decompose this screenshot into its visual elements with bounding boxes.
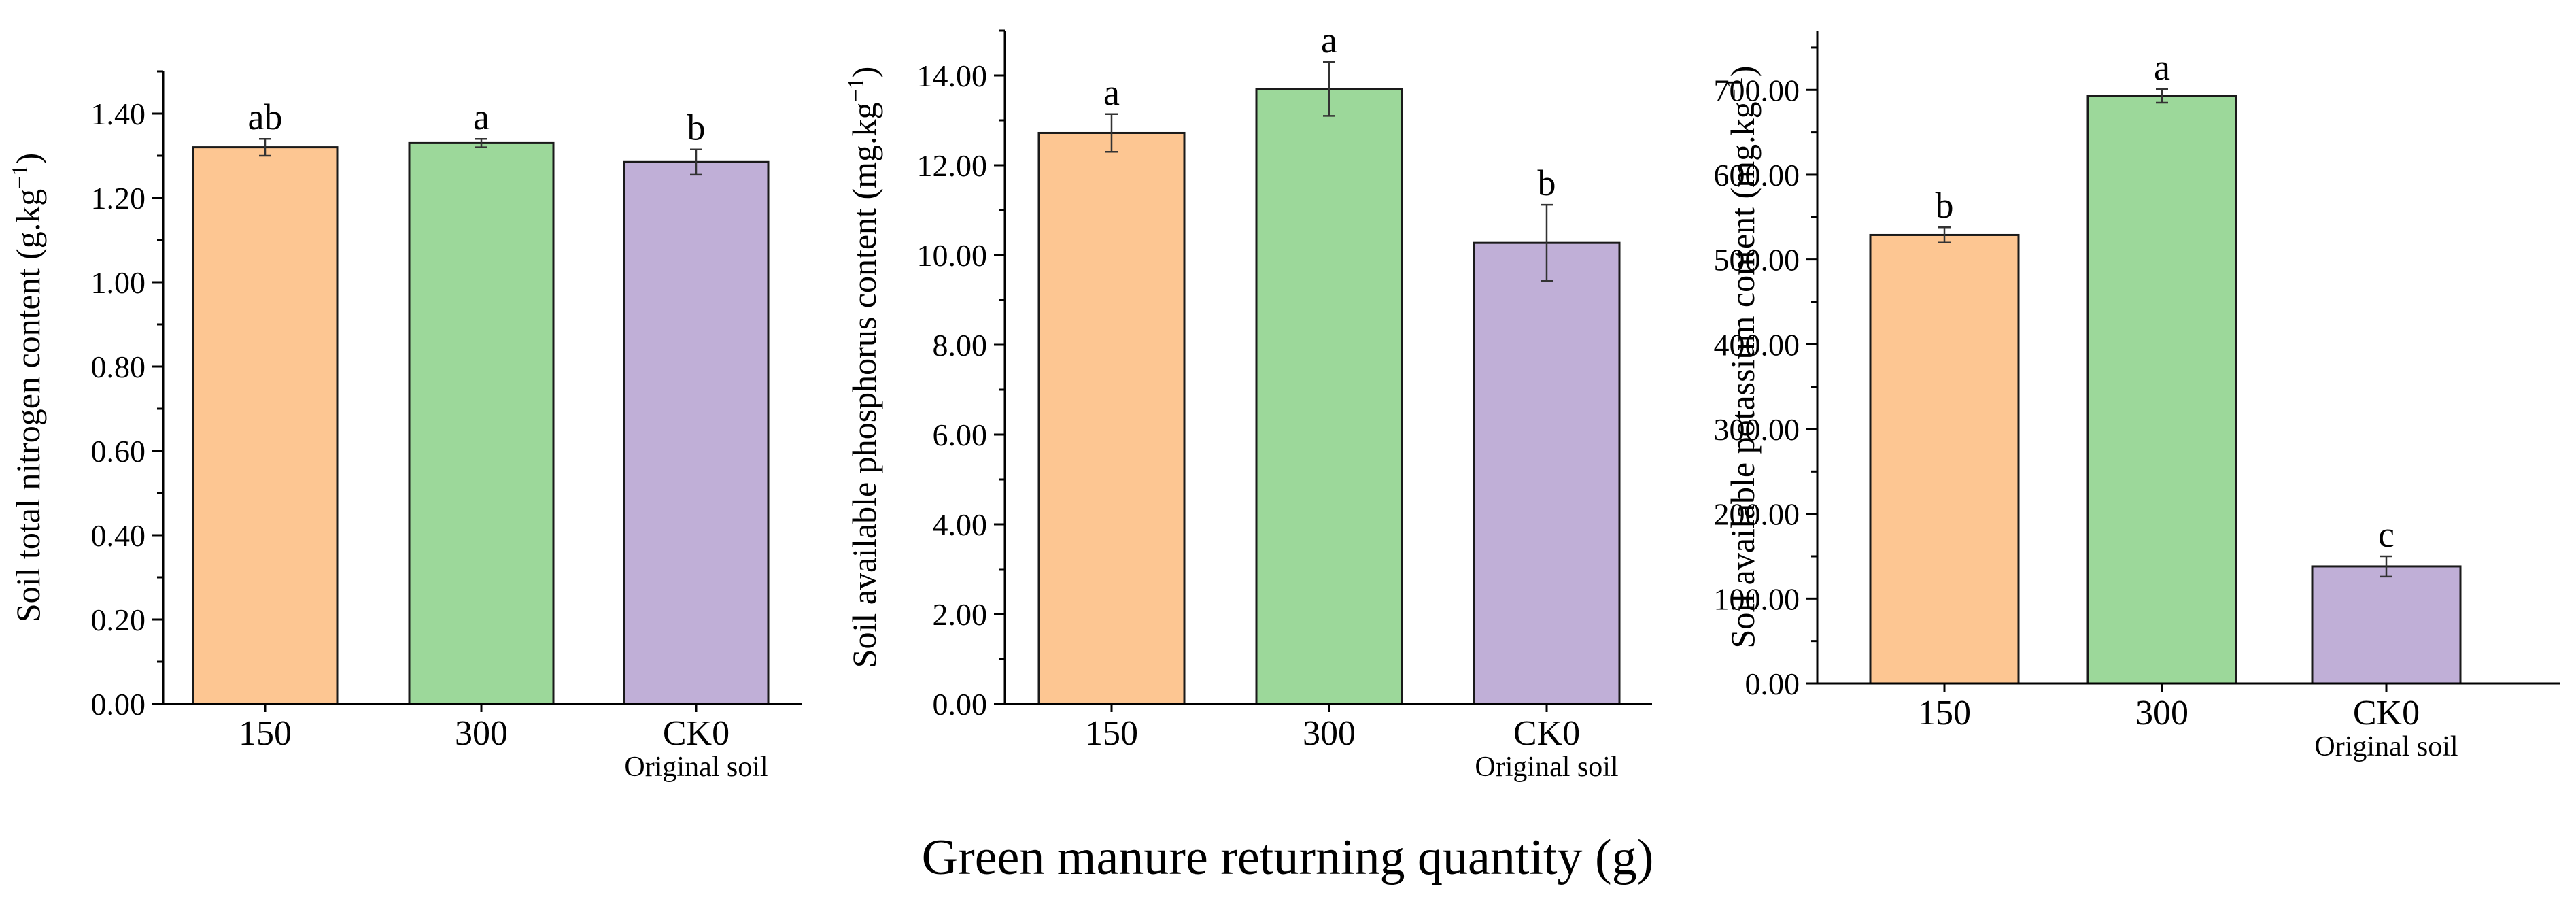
y-tick-label: 10.00 [917, 238, 988, 273]
y-tick-label: 600.00 [1714, 158, 1800, 192]
category-label: 300 [2135, 694, 2188, 732]
bar-300 [2086, 95, 2237, 685]
significance-label: a [473, 97, 490, 137]
category-sublabel: Original soil [624, 751, 768, 783]
category-label: 300 [455, 714, 508, 753]
category-label: 150 [1085, 714, 1138, 753]
significance-label: b [687, 107, 706, 148]
significance-label: b [1936, 185, 1954, 226]
y-tick-label: 12.00 [917, 148, 988, 183]
y-axis-label: Soil available potassium content (mg.kg−… [1722, 66, 1762, 649]
y-tick-label: 100.00 [1714, 581, 1800, 616]
y-tick-label: 2.00 [933, 597, 988, 632]
significance-label: ab [248, 97, 283, 137]
category-label: 150 [239, 714, 292, 753]
category-label: CK0 [2353, 694, 2420, 732]
y-tick-label: 1.00 [91, 265, 146, 300]
significance-label: a [2154, 47, 2170, 88]
y-tick-label: 500.00 [1714, 243, 1800, 277]
y-axis-label: Soil available phosphorus content (mg.kg… [844, 67, 883, 668]
category-label: CK0 [1513, 714, 1580, 753]
y-tick-label: 1.20 [91, 181, 146, 216]
category-label: CK0 [663, 714, 729, 753]
y-tick-label: 8.00 [933, 328, 988, 362]
y-tick-label: 14.00 [917, 58, 988, 93]
y-tick-label: 1.40 [91, 97, 146, 131]
y-tick-label: 300.00 [1714, 412, 1800, 447]
significance-label: b [1538, 163, 1556, 203]
y-tick-label: 700.00 [1714, 73, 1800, 107]
category-sublabel: Original soil [1475, 751, 1618, 783]
significance-label: c [2378, 514, 2394, 555]
y-axis-label: Soil total nitrogen content (g.kg−1) [7, 153, 47, 622]
y-tick-label: 0.00 [933, 687, 988, 722]
x-axis-title: Green manure returning quantity (g) [922, 830, 1654, 885]
y-tick-label: 0.00 [1745, 666, 1800, 701]
category-label: 300 [1303, 714, 1356, 753]
y-tick-label: 0.80 [91, 350, 146, 384]
bar-ck0 [1473, 241, 1621, 705]
bar-300 [1255, 88, 1403, 705]
bar-150 [192, 146, 339, 705]
bar-ck0 [623, 160, 770, 705]
bar-150 [1869, 233, 2020, 685]
y-tick-label: 0.20 [91, 603, 146, 637]
category-sublabel: Original soil [2314, 731, 2458, 762]
significance-label: a [1103, 72, 1120, 113]
y-tick-label: 200.00 [1714, 497, 1800, 532]
bar-150 [1037, 131, 1186, 705]
significance-label: a [1321, 20, 1337, 61]
y-tick-label: 0.00 [91, 687, 146, 722]
bar-ck0 [2311, 565, 2462, 685]
category-label: 150 [1918, 694, 1971, 732]
y-tick-label: 400.00 [1714, 327, 1800, 362]
y-tick-label: 0.60 [91, 434, 146, 469]
bar-300 [408, 141, 555, 705]
y-tick-label: 6.00 [933, 418, 988, 452]
y-tick-label: 0.40 [91, 518, 146, 553]
y-tick-label: 4.00 [933, 507, 988, 542]
